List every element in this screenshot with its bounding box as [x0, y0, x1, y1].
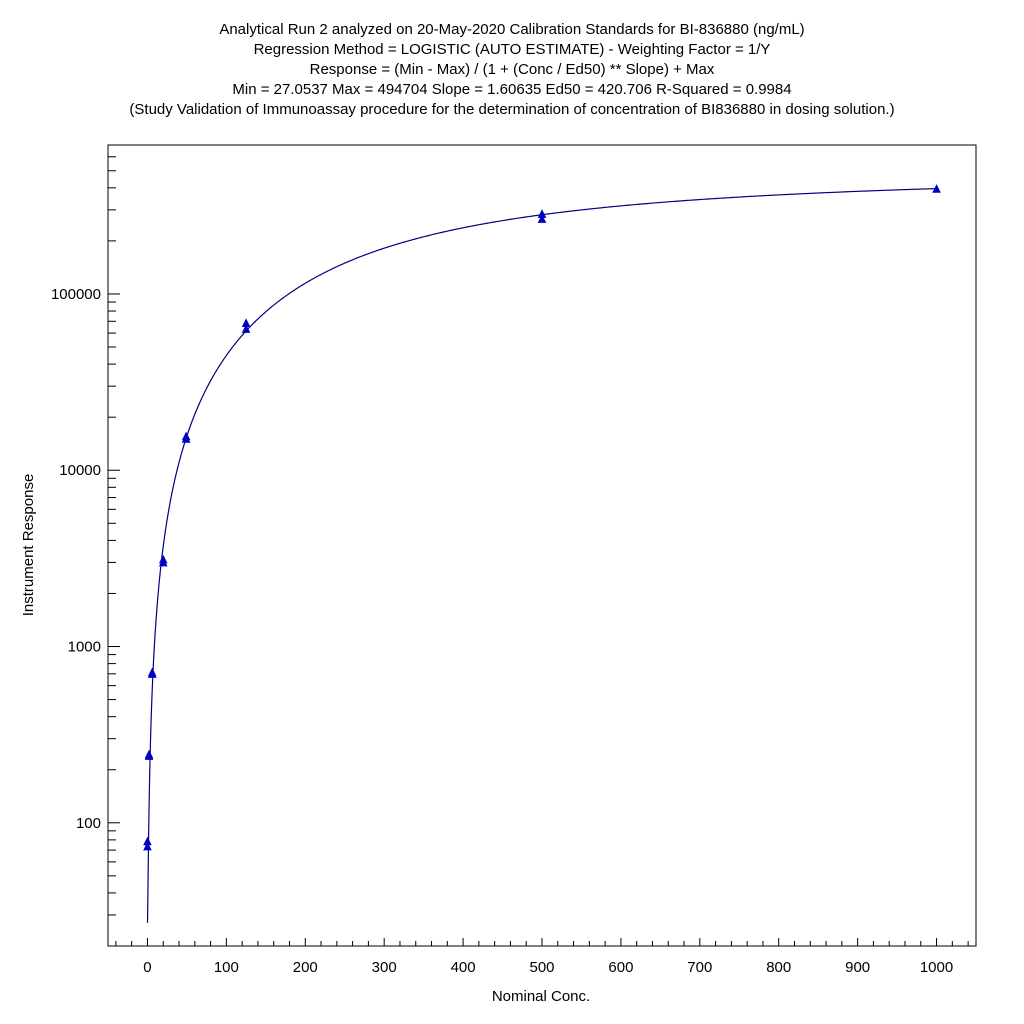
x-axis-ticks: 0 100 200 300 400 500 600 700 800 900 1000 [115, 938, 969, 976]
x-tick-label: 700 [687, 959, 712, 976]
data-point-marker [147, 669, 157, 678]
y-tick-label: 1000 [68, 639, 101, 656]
x-tick-label: 400 [451, 959, 476, 976]
x-tick-label: 900 [845, 959, 870, 976]
x-tick-label: 500 [529, 959, 554, 976]
data-point-marker [241, 324, 251, 333]
data-points [143, 184, 941, 851]
data-point-marker [144, 751, 154, 760]
x-tick-label: 600 [608, 959, 633, 976]
x-axis-label: Nominal Conc. [492, 988, 590, 1005]
x-tick-label: 0 [143, 959, 151, 976]
x-tick-label: 200 [293, 959, 318, 976]
chart-title-block: Analytical Run 2 analyzed on 20-May-2020… [0, 20, 1024, 120]
y-axis-label: Instrument Response [20, 474, 37, 617]
data-point-marker [158, 557, 168, 567]
x-tick-label: 300 [372, 959, 397, 976]
chart-title-line-4: Min = 27.0537 Max = 494704 Slope = 1.606… [232, 81, 792, 98]
chart-title-line-2: Regression Method = LOGISTIC (AUTO ESTIM… [253, 41, 771, 58]
data-point-marker [537, 214, 547, 223]
y-tick-label: 100 [76, 815, 101, 832]
x-tick-label: 800 [766, 959, 791, 976]
data-point-marker [932, 184, 941, 193]
y-tick-label: 100000 [51, 286, 101, 303]
x-tick-label: 1000 [920, 959, 953, 976]
y-axis-ticks: 100 1000 10000 100000 [51, 144, 120, 947]
chart-title-line-1: Analytical Run 2 analyzed on 20-May-2020… [219, 21, 805, 38]
fitted-curve [146, 187, 937, 923]
y-tick-label: 10000 [59, 462, 101, 479]
data-point-marker [181, 434, 191, 443]
chart-title-line-5: (Study Validation of Immunoassay procedu… [129, 101, 895, 118]
chart-title-line-3: Response = (Min - Max) / (1 + (Conc / Ed… [309, 61, 715, 78]
plot-area-frame [107, 144, 977, 947]
x-tick-label: 100 [214, 959, 239, 976]
data-point-marker [143, 841, 152, 851]
